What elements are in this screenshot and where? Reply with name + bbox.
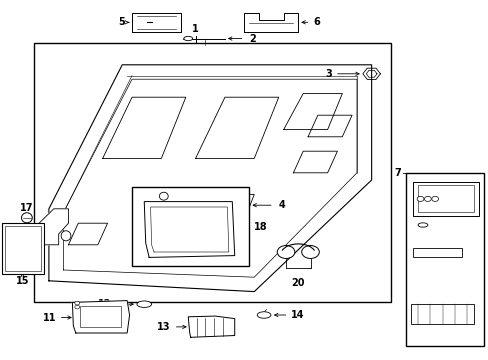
- Polygon shape: [307, 115, 351, 137]
- Text: 10: 10: [465, 310, 477, 319]
- Polygon shape: [49, 65, 371, 292]
- Ellipse shape: [159, 192, 168, 200]
- Text: 13: 13: [156, 322, 170, 332]
- Circle shape: [424, 197, 430, 202]
- Text: 2: 2: [249, 33, 256, 44]
- Bar: [412, 248, 461, 257]
- Bar: [405, 173, 483, 346]
- Bar: [80, 306, 121, 327]
- Polygon shape: [283, 94, 342, 130]
- Text: 6: 6: [312, 17, 319, 27]
- Ellipse shape: [61, 231, 71, 241]
- Polygon shape: [195, 97, 278, 158]
- Ellipse shape: [417, 223, 427, 227]
- Polygon shape: [39, 209, 68, 245]
- Circle shape: [75, 305, 80, 309]
- Bar: [5, 226, 41, 271]
- Circle shape: [301, 246, 319, 258]
- Polygon shape: [144, 202, 234, 257]
- Bar: [2, 223, 44, 274]
- Polygon shape: [68, 223, 107, 245]
- Text: 9: 9: [455, 248, 462, 258]
- Text: 7: 7: [393, 168, 400, 178]
- Polygon shape: [188, 316, 234, 337]
- Polygon shape: [102, 97, 185, 158]
- Text: 4: 4: [278, 200, 285, 210]
- Text: 20: 20: [291, 278, 305, 288]
- Text: 8: 8: [455, 220, 462, 230]
- Polygon shape: [293, 151, 337, 173]
- Ellipse shape: [21, 213, 32, 223]
- Polygon shape: [132, 13, 181, 32]
- Polygon shape: [244, 13, 298, 32]
- Text: 16: 16: [28, 231, 41, 241]
- Circle shape: [431, 197, 438, 202]
- Ellipse shape: [183, 36, 192, 41]
- Bar: [410, 304, 473, 324]
- Text: 19: 19: [188, 191, 202, 201]
- Bar: [412, 182, 478, 216]
- Text: 11: 11: [42, 312, 56, 323]
- Text: 17: 17: [20, 203, 34, 213]
- Text: 1: 1: [192, 24, 199, 34]
- Text: 12: 12: [98, 299, 111, 309]
- Ellipse shape: [137, 301, 151, 307]
- Ellipse shape: [257, 312, 270, 318]
- Circle shape: [416, 197, 423, 202]
- Polygon shape: [72, 301, 129, 333]
- Bar: [132, 187, 249, 266]
- Text: 14: 14: [290, 310, 304, 320]
- Circle shape: [277, 246, 294, 258]
- Text: 15: 15: [16, 276, 29, 287]
- Circle shape: [75, 301, 80, 305]
- Text: 18: 18: [254, 222, 267, 232]
- Bar: [417, 185, 473, 212]
- Text: 5: 5: [118, 17, 125, 27]
- Polygon shape: [205, 194, 254, 220]
- Bar: [34, 43, 390, 302]
- Text: 3: 3: [325, 69, 332, 79]
